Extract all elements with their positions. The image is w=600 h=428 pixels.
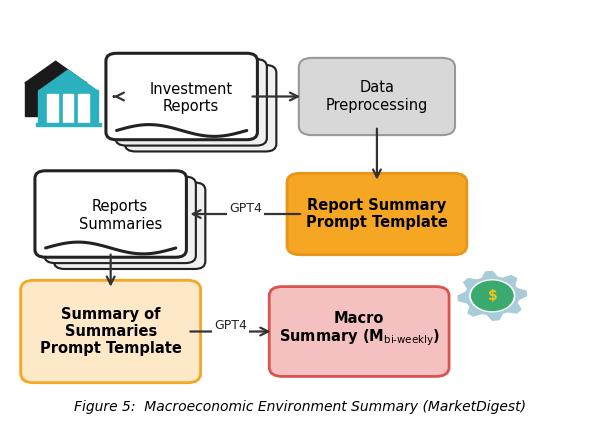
Circle shape xyxy=(470,280,515,312)
Polygon shape xyxy=(46,242,176,254)
Polygon shape xyxy=(38,70,98,91)
FancyBboxPatch shape xyxy=(115,59,267,146)
Polygon shape xyxy=(458,271,527,320)
Text: GPT4: GPT4 xyxy=(229,202,262,215)
Circle shape xyxy=(472,281,513,310)
Text: Macro: Macro xyxy=(334,312,385,327)
FancyBboxPatch shape xyxy=(125,65,277,152)
Text: Summary (M$_\mathrm{bi\text{-}weekly}$): Summary (M$_\mathrm{bi\text{-}weekly}$) xyxy=(278,327,440,348)
Text: $: $ xyxy=(487,289,497,303)
Text: GPT4: GPT4 xyxy=(214,319,247,332)
Polygon shape xyxy=(25,61,86,83)
Text: Investment
Reports: Investment Reports xyxy=(149,82,233,114)
FancyBboxPatch shape xyxy=(106,53,257,140)
Polygon shape xyxy=(78,95,89,124)
FancyBboxPatch shape xyxy=(35,171,187,257)
FancyBboxPatch shape xyxy=(269,287,449,376)
FancyBboxPatch shape xyxy=(21,280,200,383)
Text: Summary of
Summaries
Prompt Template: Summary of Summaries Prompt Template xyxy=(40,306,182,357)
Text: Reports
Summaries: Reports Summaries xyxy=(79,199,162,232)
Polygon shape xyxy=(63,95,73,124)
FancyBboxPatch shape xyxy=(54,182,205,269)
FancyBboxPatch shape xyxy=(299,58,455,135)
FancyBboxPatch shape xyxy=(287,173,467,255)
Text: Report Summary
Prompt Template: Report Summary Prompt Template xyxy=(306,198,448,230)
Polygon shape xyxy=(25,82,86,116)
Polygon shape xyxy=(35,123,101,126)
Text: Data
Preprocessing: Data Preprocessing xyxy=(326,80,428,113)
Polygon shape xyxy=(116,125,247,137)
Text: Figure 5:  Macroeconomic Environment Summary (MarketDigest): Figure 5: Macroeconomic Environment Summ… xyxy=(74,400,526,414)
FancyBboxPatch shape xyxy=(44,177,196,263)
Polygon shape xyxy=(38,90,98,125)
Polygon shape xyxy=(47,95,58,124)
